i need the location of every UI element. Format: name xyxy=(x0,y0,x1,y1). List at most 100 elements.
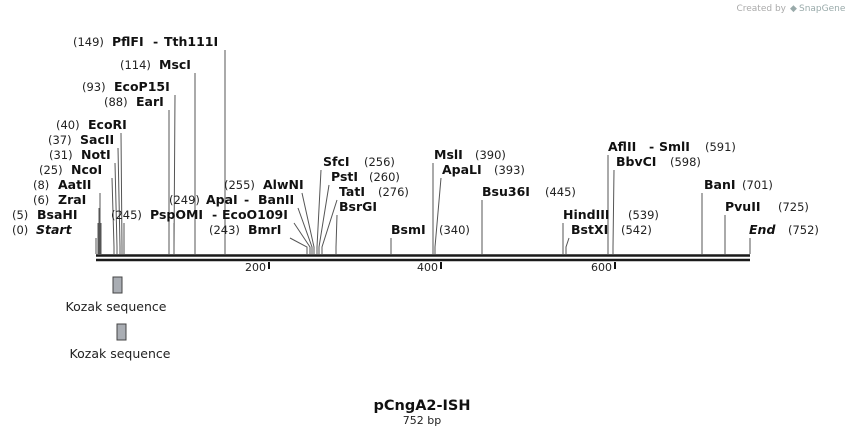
site-label-alwni[interactable]: (255) AlwNI xyxy=(224,177,304,192)
site-label-ecoo109i[interactable]: - EcoO109I xyxy=(212,207,288,222)
svg-text:(114): (114) xyxy=(120,58,151,72)
svg-text:(752): (752) xyxy=(788,223,819,237)
site-label-apali[interactable]: ApaLI (393) xyxy=(442,162,525,177)
svg-text:BsaHI: BsaHI xyxy=(37,207,78,222)
svg-text:(598): (598) xyxy=(670,155,701,169)
svg-text:(249): (249) xyxy=(169,193,200,207)
svg-text:SacII: SacII xyxy=(80,132,114,147)
site-label-msci[interactable]: (114) MscI xyxy=(120,57,191,72)
feature-kozak-1[interactable]: Kozak sequence xyxy=(66,276,167,314)
plasmid-name: pCngA2-ISH xyxy=(373,398,470,414)
svg-text:(88): (88) xyxy=(104,95,128,109)
svg-text:Tth111I: Tth111I xyxy=(164,34,218,49)
svg-text:ApaLI: ApaLI xyxy=(442,162,482,177)
svg-text:MslI: MslI xyxy=(434,147,463,162)
svg-text:EcoP15I: EcoP15I xyxy=(114,79,170,94)
svg-text:EarI: EarI xyxy=(136,94,164,109)
svg-text:(445): (445) xyxy=(545,185,576,199)
svg-text:EcoO109I: EcoO109I xyxy=(222,207,288,222)
site-label-pspomi[interactable]: (249) PspOMI xyxy=(150,193,203,222)
svg-text:NcoI: NcoI xyxy=(71,162,102,177)
svg-text:(725): (725) xyxy=(778,200,809,214)
svg-text:BmrI: BmrI xyxy=(248,222,281,237)
site-label-ncoi[interactable]: (25) NcoI xyxy=(39,162,102,177)
svg-text:Bsu36I: Bsu36I xyxy=(482,184,530,199)
svg-text:(260): (260) xyxy=(369,170,400,184)
credit-brand: SnapGene xyxy=(799,4,846,14)
svg-text:BsmI: BsmI xyxy=(391,222,426,237)
svg-text:(149): (149) xyxy=(73,35,104,49)
feature-box[interactable] xyxy=(116,323,127,341)
scale-ticks: 200 400 600 xyxy=(245,261,616,274)
site-label-noti[interactable]: (31) NotI xyxy=(49,147,111,162)
svg-text:PstI: PstI xyxy=(331,169,358,184)
site-label-sacii[interactable]: (37) SacII xyxy=(48,132,114,147)
svg-text:(256): (256) xyxy=(364,155,395,169)
svg-text:(0): (0) xyxy=(12,223,28,237)
site-label-apai-banii[interactable]: ApaI - BanII xyxy=(206,192,294,207)
svg-text:Start: Start xyxy=(36,222,73,237)
feature-label: Kozak sequence xyxy=(70,346,171,361)
svg-text:(8): (8) xyxy=(33,178,49,192)
backbone xyxy=(96,254,750,262)
site-label-245[interactable]: (245) xyxy=(111,208,142,222)
svg-text:(701): (701) xyxy=(742,178,773,192)
site-label-aatii[interactable]: (8) AatII xyxy=(33,177,91,192)
svg-text:NotI: NotI xyxy=(81,147,111,162)
site-label-zrai[interactable]: (6) ZraI xyxy=(33,192,86,207)
cut-site-line xyxy=(318,184,330,254)
svg-text:PspOMI: PspOMI xyxy=(150,207,203,222)
site-label-psti[interactable]: PstI (260) xyxy=(331,169,400,184)
site-label-bbvci[interactable]: BbvCI (598) xyxy=(616,154,701,169)
tick-label: 200 xyxy=(245,261,266,274)
site-label-bsrgi[interactable]: BsrGI xyxy=(339,199,377,214)
site-label-ecop15i[interactable]: (93) EcoP15I xyxy=(82,79,170,94)
site-label-tati[interactable]: TatI (276) xyxy=(339,184,409,199)
site-label-bsu36i[interactable]: Bsu36I (445) xyxy=(482,184,576,199)
site-label-aflii-smli[interactable]: AflII - SmlI (591) xyxy=(608,139,736,154)
site-label-pflfi-tth111i[interactable]: (149) PflFI - Tth111I xyxy=(73,34,218,49)
cut-site-line xyxy=(565,237,570,254)
tick-label: 400 xyxy=(417,261,438,274)
site-label-bmri[interactable]: (243) BmrI xyxy=(209,222,281,237)
svg-text:(6): (6) xyxy=(33,193,49,207)
svg-text:SfcI: SfcI xyxy=(323,154,350,169)
svg-text:TatI: TatI xyxy=(339,184,365,199)
svg-text:(542): (542) xyxy=(621,223,652,237)
svg-text:-: - xyxy=(649,139,654,154)
feature-kozak-2[interactable]: Kozak sequence xyxy=(70,323,171,361)
svg-text:MscI: MscI xyxy=(159,57,191,72)
cut-site-line xyxy=(289,237,308,254)
svg-text:EcoRI: EcoRI xyxy=(88,117,127,132)
site-label-pvuii[interactable]: PvuII (725) xyxy=(725,199,809,214)
site-label-eari[interactable]: (88) EarI xyxy=(104,94,164,109)
site-label-hindiii[interactable]: HindIII (539) xyxy=(563,207,659,222)
svg-text:BanI: BanI xyxy=(704,177,736,192)
svg-text:(245): (245) xyxy=(111,208,142,222)
site-label-bsmi[interactable]: BsmI (340) xyxy=(391,222,470,237)
site-label-end[interactable]: End (752) xyxy=(749,222,819,237)
cut-site-line xyxy=(434,177,442,254)
svg-text:(25): (25) xyxy=(39,163,63,177)
site-label-msli[interactable]: MslI (390) xyxy=(434,147,506,162)
cut-site-line xyxy=(612,169,615,254)
svg-text:ZraI: ZraI xyxy=(58,192,86,207)
feature-label: Kozak sequence xyxy=(66,299,167,314)
feature-box[interactable] xyxy=(112,276,123,294)
plasmid-length: 752 bp xyxy=(403,414,441,427)
site-label-bani[interactable]: BanI (701) xyxy=(704,177,773,192)
svg-text:BstXI: BstXI xyxy=(571,222,608,237)
site-label-sfci[interactable]: SfcI (256) xyxy=(323,154,395,169)
svg-text:(40): (40) xyxy=(56,118,80,132)
tick-label: 600 xyxy=(591,261,612,274)
svg-text:(93): (93) xyxy=(82,80,106,94)
site-label-bstxi[interactable]: BstXI (542) xyxy=(571,222,652,237)
svg-text:End: End xyxy=(749,222,776,237)
site-label-start[interactable]: (0) Start xyxy=(12,222,73,237)
cut-site-line xyxy=(114,162,118,254)
cut-site-line xyxy=(297,207,313,254)
cut-site-line xyxy=(316,169,322,254)
site-label-ecori[interactable]: (40) EcoRI xyxy=(56,117,127,132)
site-label-bsahi[interactable]: (5) BsaHI xyxy=(12,207,78,222)
